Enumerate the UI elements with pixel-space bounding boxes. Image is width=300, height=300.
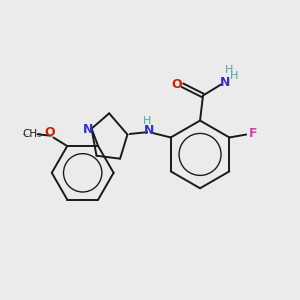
Text: O: O <box>172 77 182 91</box>
Text: methoxy: methoxy <box>22 134 29 135</box>
Text: H: H <box>224 64 233 75</box>
Text: N: N <box>144 124 155 137</box>
Text: O: O <box>44 126 55 139</box>
Text: N: N <box>82 123 93 136</box>
Text: CH₃: CH₃ <box>23 129 42 139</box>
Text: H: H <box>230 71 238 81</box>
Text: F: F <box>249 127 258 140</box>
Text: N: N <box>220 76 230 89</box>
Text: H: H <box>143 116 152 126</box>
